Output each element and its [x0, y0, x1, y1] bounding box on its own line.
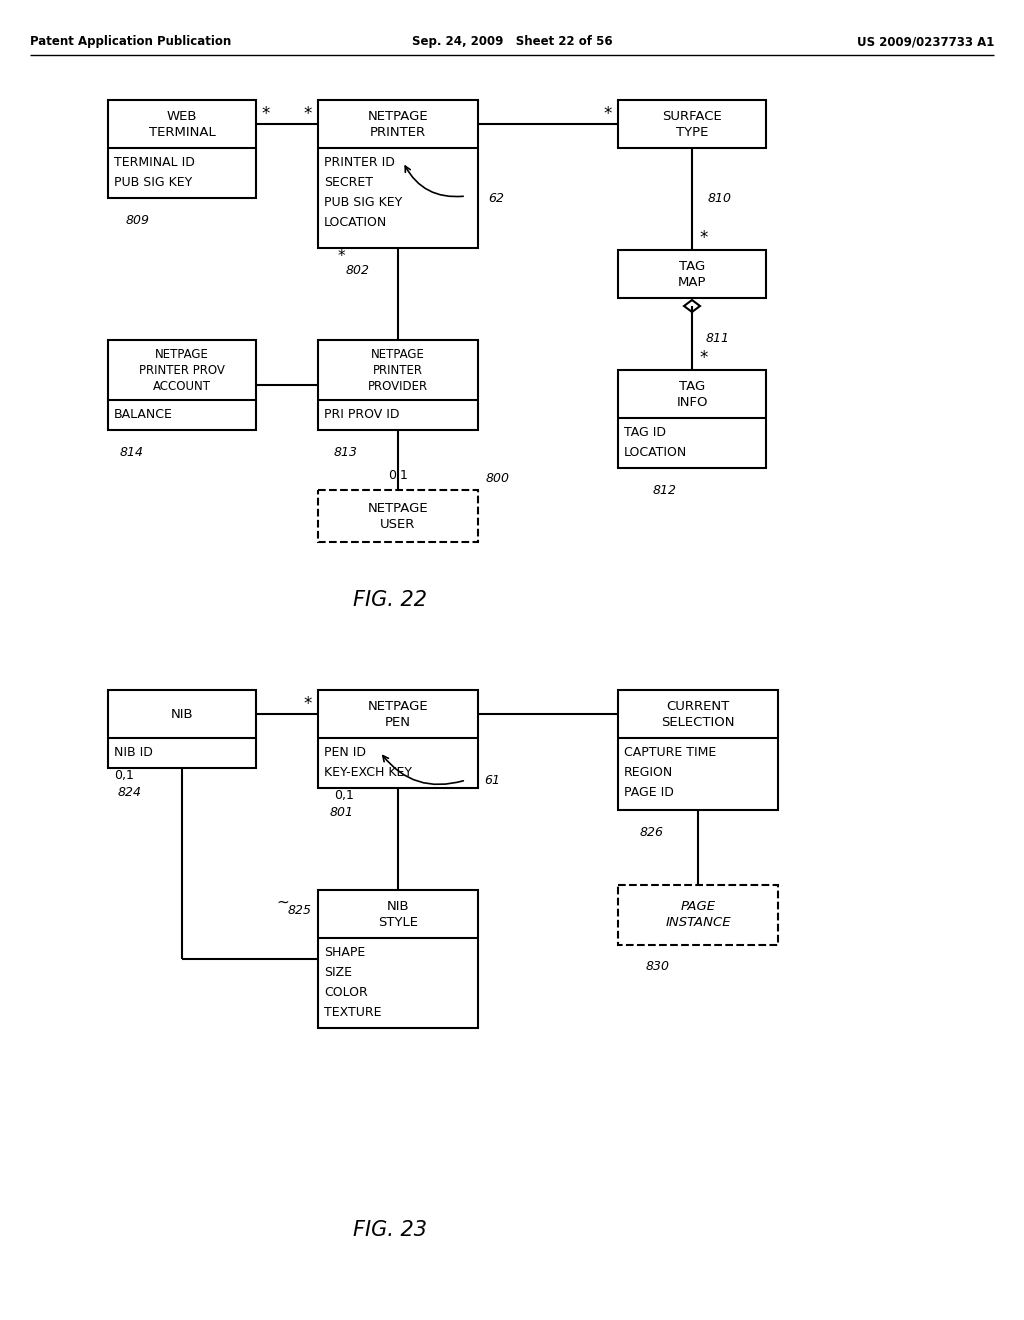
- Text: *: *: [699, 228, 709, 247]
- Bar: [318, 490, 478, 543]
- Text: CURRENT
SELECTION: CURRENT SELECTION: [662, 700, 735, 729]
- Text: SURFACE
TYPE: SURFACE TYPE: [663, 110, 722, 139]
- Text: US 2009/0237733 A1: US 2009/0237733 A1: [857, 36, 994, 49]
- Text: TAG ID: TAG ID: [624, 426, 666, 440]
- Text: *: *: [338, 248, 346, 264]
- Text: *: *: [304, 696, 312, 713]
- Text: NETPAGE
USER: NETPAGE USER: [368, 502, 428, 531]
- Text: 830: 830: [646, 961, 670, 974]
- Text: 809: 809: [126, 214, 150, 227]
- Bar: [618, 884, 778, 945]
- Text: *: *: [304, 106, 312, 123]
- Text: PRI PROV ID: PRI PROV ID: [324, 408, 399, 421]
- Text: NETPAGE
PEN: NETPAGE PEN: [368, 700, 428, 729]
- Text: *: *: [604, 106, 612, 123]
- Text: TERMINAL ID: TERMINAL ID: [114, 156, 195, 169]
- Bar: [618, 249, 766, 298]
- Text: 0,1: 0,1: [388, 470, 408, 483]
- Text: TAG
INFO: TAG INFO: [676, 380, 708, 408]
- Text: *: *: [262, 106, 270, 123]
- Text: REGION: REGION: [624, 766, 673, 779]
- Text: SHAPE: SHAPE: [324, 946, 366, 960]
- Text: Sep. 24, 2009   Sheet 22 of 56: Sep. 24, 2009 Sheet 22 of 56: [412, 36, 612, 49]
- Bar: [618, 370, 766, 469]
- Text: 61: 61: [484, 774, 500, 787]
- Text: FIG. 22: FIG. 22: [353, 590, 427, 610]
- Text: *: *: [699, 348, 709, 367]
- Text: BALANCE: BALANCE: [114, 408, 173, 421]
- Text: WEB
TERMINAL: WEB TERMINAL: [148, 110, 215, 139]
- Text: ~: ~: [276, 895, 289, 909]
- Bar: [318, 341, 478, 430]
- Bar: [618, 100, 766, 148]
- Text: 62: 62: [488, 191, 504, 205]
- Text: NIB: NIB: [171, 708, 194, 721]
- Text: NETPAGE
PRINTER
PROVIDER: NETPAGE PRINTER PROVIDER: [368, 347, 428, 392]
- Bar: [318, 100, 478, 248]
- Text: SIZE: SIZE: [324, 966, 352, 979]
- Text: PRINTER ID: PRINTER ID: [324, 156, 395, 169]
- Text: PUB SIG KEY: PUB SIG KEY: [114, 176, 193, 189]
- Text: 825: 825: [288, 903, 312, 916]
- Text: LOCATION: LOCATION: [624, 446, 687, 459]
- Text: KEY-EXCH KEY: KEY-EXCH KEY: [324, 766, 412, 779]
- Text: 800: 800: [486, 471, 510, 484]
- Text: PAGE ID: PAGE ID: [624, 785, 674, 799]
- Bar: [108, 341, 256, 430]
- Bar: [108, 100, 256, 198]
- Bar: [318, 690, 478, 788]
- Text: CAPTURE TIME: CAPTURE TIME: [624, 746, 716, 759]
- Bar: [618, 690, 778, 810]
- Text: TEXTURE: TEXTURE: [324, 1006, 382, 1019]
- Text: NIB ID: NIB ID: [114, 746, 153, 759]
- Text: PAGE
INSTANCE: PAGE INSTANCE: [666, 900, 731, 929]
- Text: PUB SIG KEY: PUB SIG KEY: [324, 195, 402, 209]
- Text: 0,1: 0,1: [334, 789, 354, 803]
- Text: NETPAGE
PRINTER PROV
ACCOUNT: NETPAGE PRINTER PROV ACCOUNT: [139, 347, 225, 392]
- Text: FIG. 23: FIG. 23: [353, 1220, 427, 1239]
- Text: 802: 802: [346, 264, 370, 276]
- Text: 824: 824: [118, 787, 142, 800]
- Text: 813: 813: [334, 446, 358, 458]
- Text: TAG
MAP: TAG MAP: [678, 260, 707, 289]
- Text: 826: 826: [640, 825, 664, 838]
- Text: 812: 812: [653, 483, 677, 496]
- Text: NETPAGE
PRINTER: NETPAGE PRINTER: [368, 110, 428, 139]
- Text: Patent Application Publication: Patent Application Publication: [30, 36, 231, 49]
- Text: 810: 810: [708, 193, 732, 206]
- Text: LOCATION: LOCATION: [324, 216, 387, 228]
- Bar: [108, 690, 256, 768]
- Text: 814: 814: [120, 446, 144, 458]
- Text: PEN ID: PEN ID: [324, 746, 366, 759]
- Text: 811: 811: [706, 331, 730, 345]
- Text: COLOR: COLOR: [324, 986, 368, 999]
- Text: SECRET: SECRET: [324, 176, 373, 189]
- Polygon shape: [684, 300, 700, 312]
- Text: NIB
STYLE: NIB STYLE: [378, 899, 418, 928]
- Bar: [318, 890, 478, 1028]
- Text: 0,1: 0,1: [114, 770, 134, 783]
- Text: 801: 801: [330, 807, 354, 820]
